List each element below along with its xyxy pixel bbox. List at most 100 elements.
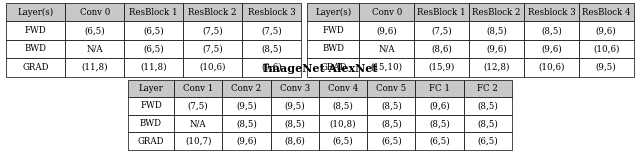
Bar [242,40,301,58]
Bar [65,21,124,40]
Text: (9,5): (9,5) [596,63,616,72]
Text: GRAD: GRAD [22,63,49,72]
Text: (15,9): (15,9) [429,63,455,72]
Text: (11,8): (11,8) [81,63,108,72]
Bar [469,58,524,76]
Bar [524,40,579,58]
Bar [360,40,414,58]
Bar [579,21,634,40]
Text: (8,5): (8,5) [333,101,353,110]
Text: (7,5): (7,5) [202,26,223,35]
Text: FWD: FWD [140,101,162,110]
Bar [319,132,367,150]
Bar [414,40,469,58]
Text: (8,5): (8,5) [381,119,402,128]
Text: (8,5): (8,5) [381,101,402,110]
Bar [414,58,469,76]
Text: Conv 2: Conv 2 [232,84,262,93]
Bar [319,80,367,97]
Bar [6,3,65,21]
Text: FC 1: FC 1 [429,84,450,93]
Text: ResBlock 2: ResBlock 2 [188,8,237,17]
Text: (9,5): (9,5) [284,101,305,110]
Text: (9,6): (9,6) [486,45,507,53]
Bar [124,21,183,40]
Bar [128,80,174,97]
Text: (6,5): (6,5) [143,45,164,53]
Bar [415,80,464,97]
Bar [222,132,271,150]
Bar [367,80,415,97]
Bar [469,21,524,40]
Bar [242,58,301,76]
Text: ResBlock 1: ResBlock 1 [129,8,178,17]
Text: (6,5): (6,5) [84,26,105,35]
Text: (8,5): (8,5) [541,26,562,35]
Text: ResBlock 1: ResBlock 1 [417,8,466,17]
Bar [128,97,174,115]
Text: Conv 5: Conv 5 [376,84,406,93]
Bar [464,97,512,115]
Text: (6,5): (6,5) [381,137,402,146]
Bar [319,97,367,115]
Text: (7,5): (7,5) [202,45,223,53]
Bar [174,115,222,132]
Text: Resblock 3: Resblock 3 [248,8,295,17]
Text: Conv 0: Conv 0 [372,8,402,17]
Bar [524,3,579,21]
Bar [222,97,271,115]
Text: ResBlock 2: ResBlock 2 [472,8,521,17]
Text: FC 2: FC 2 [477,84,499,93]
Bar [6,58,65,76]
Text: (9,6): (9,6) [541,45,562,53]
Text: N/A: N/A [190,119,207,128]
Bar [360,21,414,40]
Bar [464,80,512,97]
Bar [183,21,242,40]
Text: (6,5): (6,5) [143,26,164,35]
Bar [360,3,414,21]
Bar [579,58,634,76]
Text: (10,6): (10,6) [538,63,564,72]
Text: N/A: N/A [378,45,395,53]
Bar [183,40,242,58]
Text: BWD: BWD [323,45,344,53]
Text: (9,6): (9,6) [236,137,257,146]
Bar [124,40,183,58]
Text: Conv 4: Conv 4 [328,84,358,93]
Text: (8,5): (8,5) [284,119,305,128]
Text: Conv 0: Conv 0 [79,8,110,17]
Bar [222,80,271,97]
Text: (6,5): (6,5) [477,137,498,146]
Text: (8,5): (8,5) [429,119,450,128]
Bar [128,132,174,150]
Bar [307,58,360,76]
Text: Resblock 3: Resblock 3 [527,8,575,17]
Bar [307,40,360,58]
Text: GRAD: GRAD [320,63,347,72]
Bar [307,3,360,21]
Bar [124,58,183,76]
Text: (15,10): (15,10) [371,63,403,72]
Bar [6,40,65,58]
Bar [579,3,634,21]
Bar [524,58,579,76]
Bar [271,115,319,132]
Text: (8,5): (8,5) [477,101,499,110]
Text: Conv 3: Conv 3 [280,84,310,93]
Bar [367,132,415,150]
Bar [415,132,464,150]
Text: (9,6): (9,6) [261,63,282,72]
Text: Layer: Layer [139,84,163,93]
Text: (8,5): (8,5) [261,45,282,53]
Bar [174,132,222,150]
Text: N/A: N/A [86,45,103,53]
Bar [524,21,579,40]
Text: Layer(s): Layer(s) [18,8,54,17]
Bar [579,40,634,58]
Bar [464,132,512,150]
Bar [183,58,242,76]
Text: (9,6): (9,6) [376,26,397,35]
Bar [367,115,415,132]
Text: (8,5): (8,5) [486,26,507,35]
